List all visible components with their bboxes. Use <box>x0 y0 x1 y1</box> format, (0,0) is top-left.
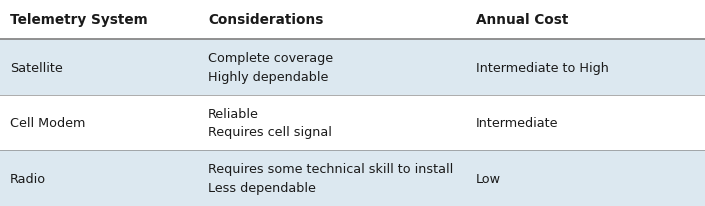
Text: Complete coverage
Highly dependable: Complete coverage Highly dependable <box>208 52 333 83</box>
Text: Considerations: Considerations <box>208 13 324 27</box>
Text: Radio: Radio <box>10 172 46 185</box>
Text: Low: Low <box>476 172 501 185</box>
Text: Telemetry System: Telemetry System <box>10 13 147 27</box>
Text: Annual Cost: Annual Cost <box>476 13 568 27</box>
Text: Requires some technical skill to install
Less dependable: Requires some technical skill to install… <box>208 163 453 194</box>
Bar <box>0 40 705 95</box>
Bar <box>0 151 705 206</box>
Text: Satellite: Satellite <box>10 61 63 74</box>
Text: Cell Modem: Cell Modem <box>10 117 85 130</box>
Text: Reliable
Requires cell signal: Reliable Requires cell signal <box>208 107 332 139</box>
Text: Intermediate: Intermediate <box>476 117 558 130</box>
Text: Intermediate to High: Intermediate to High <box>476 61 608 74</box>
